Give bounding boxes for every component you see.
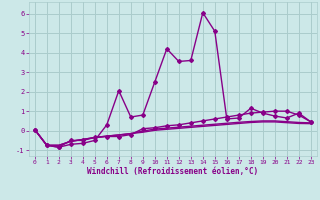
X-axis label: Windchill (Refroidissement éolien,°C): Windchill (Refroidissement éolien,°C)	[87, 167, 258, 176]
